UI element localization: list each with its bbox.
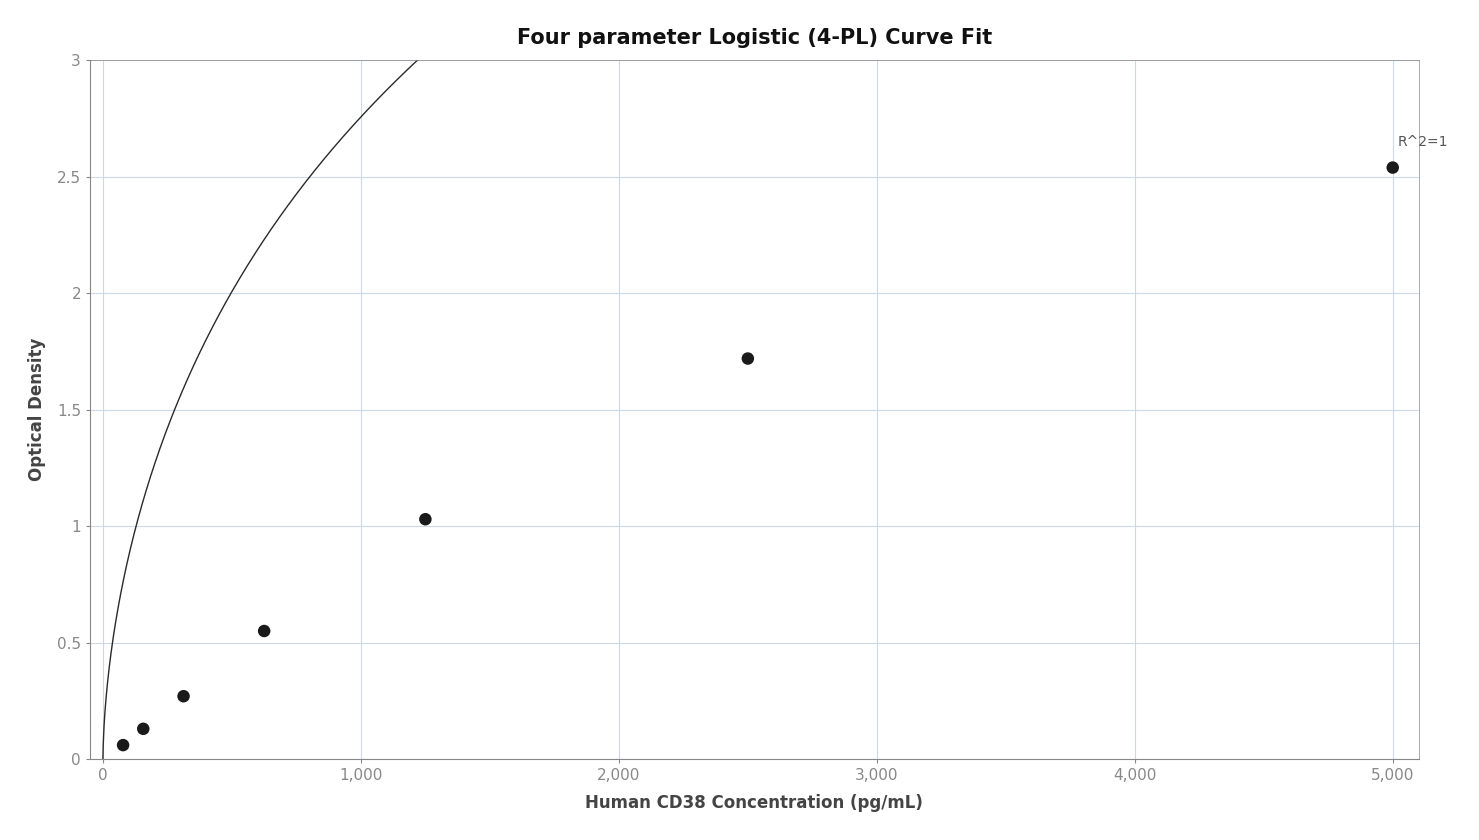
Point [132, 722, 155, 736]
Title: Four parameter Logistic (4-PL) Curve Fit: Four parameter Logistic (4-PL) Curve Fit [516, 28, 992, 48]
Point [1381, 160, 1405, 174]
Point [414, 512, 438, 526]
Point [111, 738, 135, 752]
Point [737, 352, 760, 365]
Text: R^2=1: R^2=1 [1398, 135, 1448, 149]
Point [172, 690, 195, 703]
X-axis label: Human CD38 Concentration (pg/mL): Human CD38 Concentration (pg/mL) [586, 795, 923, 812]
Point [253, 624, 277, 638]
Y-axis label: Optical Density: Optical Density [28, 338, 46, 481]
